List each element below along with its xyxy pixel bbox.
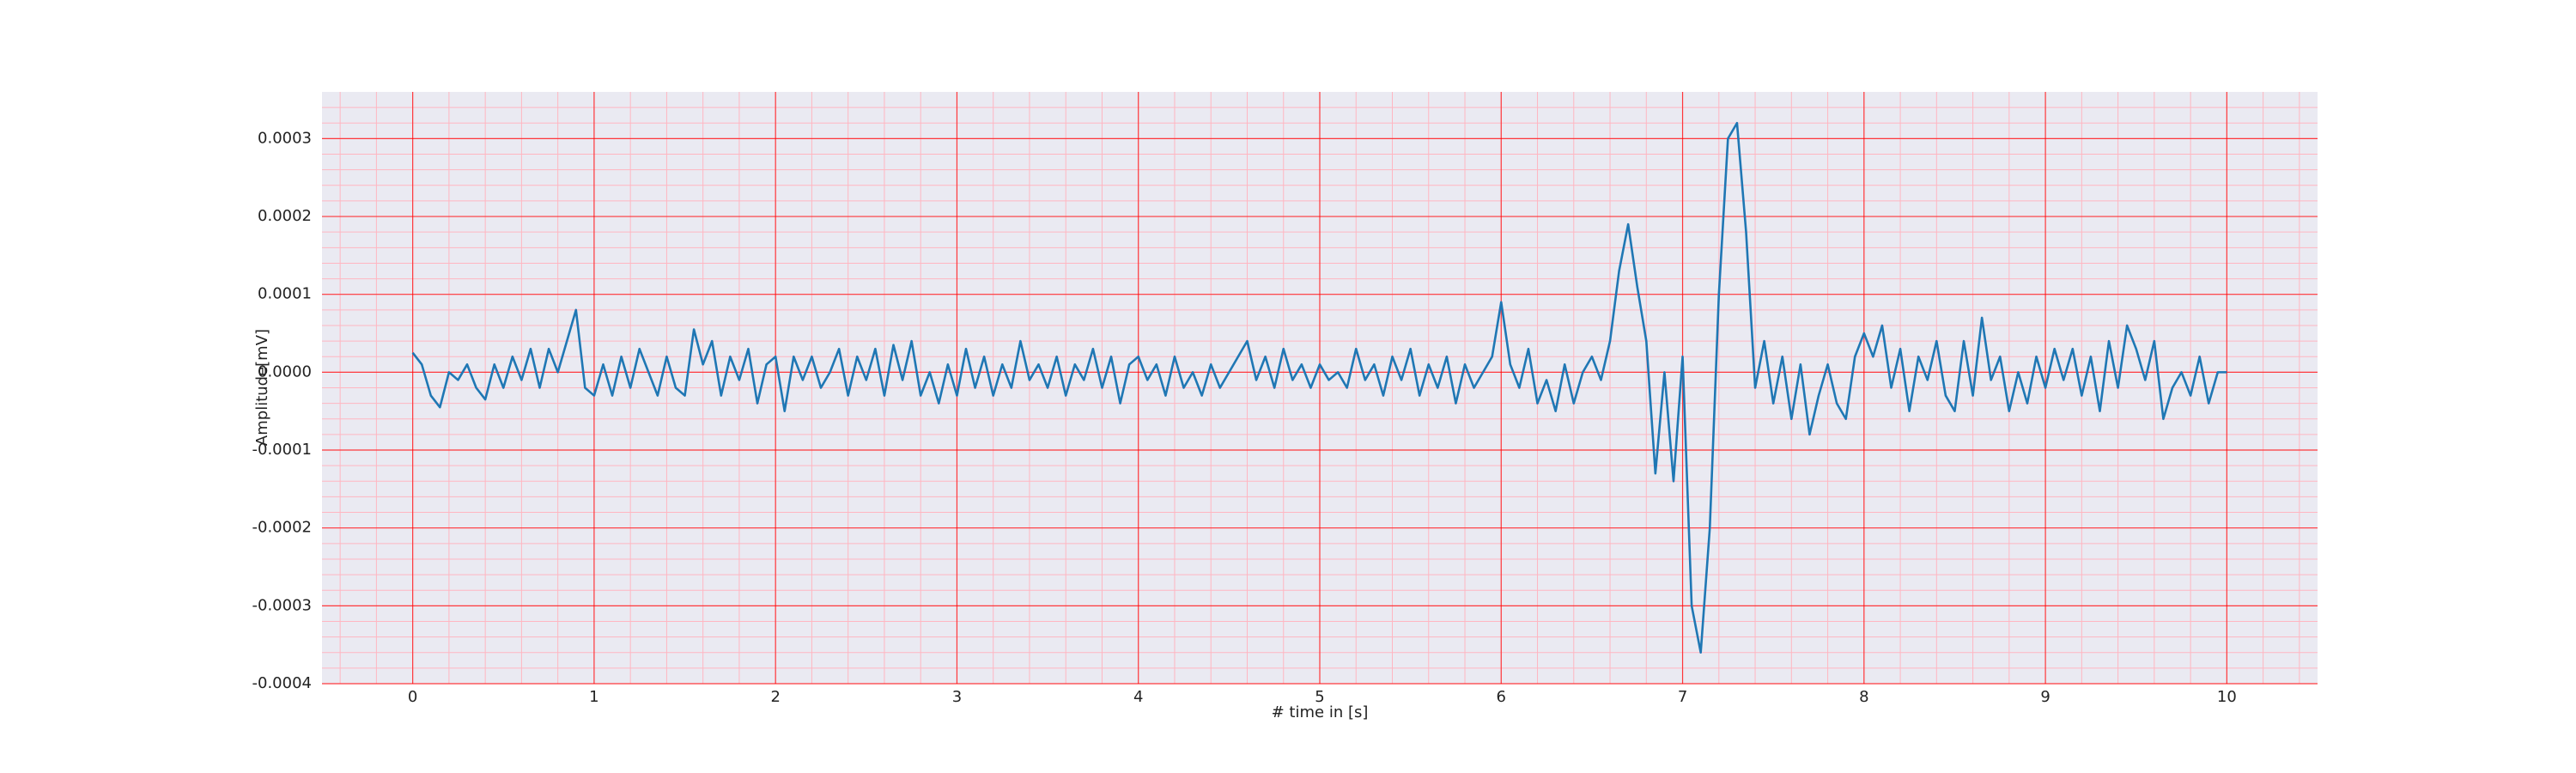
x-tick-label: 3 bbox=[952, 688, 962, 706]
x-tick-label: 7 bbox=[1678, 688, 1687, 706]
signal-line bbox=[411, 121, 2227, 654]
y-axis-label: Amplitude[mV] bbox=[253, 329, 271, 446]
y-tick-label: 0.0002 bbox=[258, 207, 312, 225]
x-tick-label: 4 bbox=[1133, 688, 1143, 706]
x-tick-label: 5 bbox=[1315, 688, 1324, 706]
y-tick-label: -0.0003 bbox=[252, 596, 312, 614]
x-tick-label: 2 bbox=[770, 688, 780, 706]
x-tick-label: 6 bbox=[1497, 688, 1506, 706]
x-axis-label: # time in [s] bbox=[1272, 703, 1369, 721]
y-tick-label: -0.0002 bbox=[252, 519, 312, 537]
x-tick-label: 9 bbox=[2040, 688, 2050, 706]
y-tick-label: 0.0000 bbox=[258, 362, 312, 380]
y-tick-label: 0.0001 bbox=[258, 285, 312, 303]
x-tick-label: 0 bbox=[408, 688, 417, 706]
x-tick-label: 10 bbox=[2217, 688, 2237, 706]
x-tick-label: 1 bbox=[589, 688, 598, 706]
y-tick-label: -0.0001 bbox=[252, 441, 312, 459]
y-tick-label: 0.0003 bbox=[258, 129, 312, 147]
x-tick-label: 8 bbox=[1859, 688, 1868, 706]
y-tick-label: -0.0004 bbox=[252, 674, 312, 692]
